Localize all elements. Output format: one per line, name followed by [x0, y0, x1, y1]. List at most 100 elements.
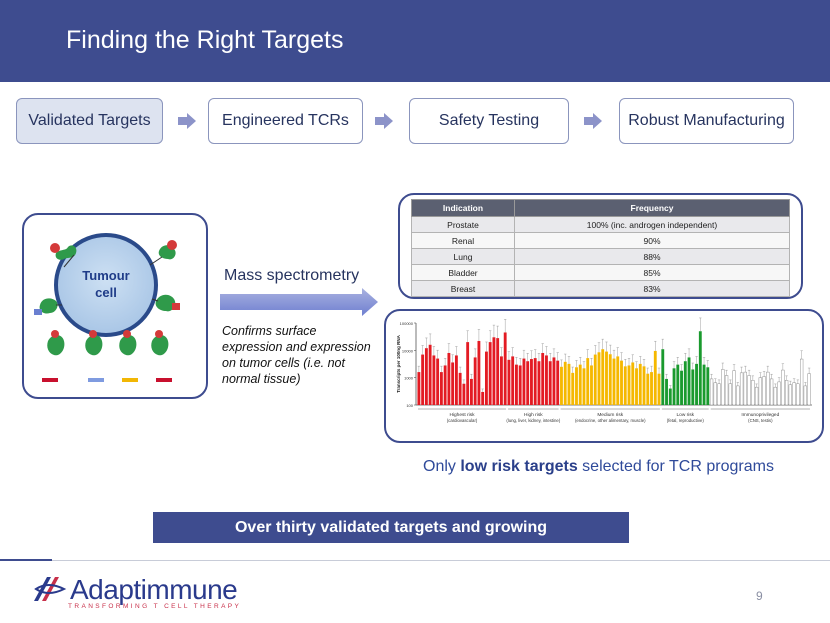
- bar: [683, 361, 687, 405]
- footer-divider-accent: [0, 559, 52, 561]
- step-robust-manufacturing[interactable]: Robust Manufacturing: [619, 98, 794, 144]
- indication-table: Indication Frequency Prostate 100% (inc. …: [411, 199, 790, 297]
- group-sublabel: (fetal, reproductive): [667, 418, 705, 423]
- table-row: Bladder 85%: [411, 264, 790, 281]
- group-sublabel: (lung, liver, kidney, intestine): [506, 418, 560, 423]
- bar: [796, 383, 800, 406]
- peptide-marker: [88, 378, 104, 382]
- frequency-cell: 100% (inc. androgen independent): [514, 216, 790, 233]
- bar: [638, 363, 642, 405]
- mass-spec-description: Confirms surface expression and expressi…: [222, 324, 371, 386]
- arrow-right-icon: [178, 113, 196, 129]
- bar: [432, 355, 436, 405]
- bar: [462, 383, 466, 405]
- table-row: Lung 88%: [411, 248, 790, 265]
- bar: [473, 357, 477, 405]
- indication-cell: Bladder: [411, 264, 515, 281]
- y-tick-label: 10000: [402, 348, 414, 353]
- bar: [578, 364, 582, 405]
- frequency-cell: 90%: [514, 232, 790, 249]
- bar: [575, 367, 578, 405]
- bar: [653, 350, 657, 405]
- group-label: Highest risk: [449, 412, 475, 418]
- bar: [541, 352, 545, 405]
- bar: [439, 372, 443, 405]
- bar: [597, 352, 601, 405]
- table-row: Breast 83%: [411, 280, 790, 297]
- bar: [582, 368, 586, 405]
- bar: [590, 365, 593, 405]
- table-row: Renal 90%: [411, 232, 790, 249]
- step-validated-targets[interactable]: Validated Targets: [16, 98, 163, 144]
- frequency-cell: 85%: [514, 264, 790, 281]
- group-sublabel: (CNS, testis): [748, 418, 773, 423]
- bar: [469, 378, 473, 405]
- bar: [709, 378, 714, 406]
- step-engineered-tcrs[interactable]: Engineered TCRs: [208, 98, 363, 144]
- caption-bold: low risk targets: [460, 458, 578, 475]
- bar: [623, 366, 627, 405]
- protein-icon: [85, 330, 104, 382]
- bar: [799, 358, 804, 406]
- tumour-cell-illustration: Tumour cell: [34, 233, 180, 382]
- bar: [507, 359, 511, 405]
- bar: [676, 364, 680, 405]
- bar: [545, 355, 548, 405]
- step-safety-testing[interactable]: Safety Testing: [409, 98, 569, 144]
- bar: [605, 351, 608, 405]
- bar: [747, 375, 751, 406]
- bar: [454, 355, 458, 405]
- protein-icon: [50, 243, 77, 268]
- title-bar: Finding the Right Targets: [0, 0, 830, 82]
- arrow-right-icon: [375, 113, 393, 129]
- logo-tagline: TRANSFORMING T CELL THERAPY: [68, 603, 242, 610]
- bar: [724, 375, 729, 406]
- bar: [751, 380, 755, 406]
- bar: [668, 388, 672, 405]
- bar: [586, 358, 590, 405]
- bar: [728, 383, 732, 406]
- group-label: Immunoprivileged: [741, 412, 779, 418]
- column-header: Frequency: [514, 199, 790, 217]
- bar: [518, 365, 522, 405]
- y-tick-label: 100: [406, 403, 413, 408]
- bar: [548, 361, 552, 405]
- tumour-cell-panel: Tumour cell: [22, 213, 208, 399]
- bar: [511, 356, 515, 405]
- big-arrow-right-icon: [220, 288, 378, 316]
- indication-cell: Lung: [411, 248, 515, 265]
- table-header-row: Indication Frequency: [411, 199, 790, 217]
- bar: [503, 332, 507, 405]
- y-axis-label: Transcripts per 100ng RNA: [396, 334, 401, 393]
- bar: [687, 357, 691, 405]
- bar: [522, 358, 526, 405]
- bar: [736, 385, 740, 406]
- logo-wordmark: Adaptimmune: [70, 574, 238, 605]
- group-label: Low risk: [676, 412, 694, 418]
- protein-icon: [151, 330, 172, 382]
- group-sublabel: (endocrine, other alimentary, muscle): [575, 418, 646, 423]
- bar: [593, 354, 597, 405]
- peptide-marker: [42, 378, 58, 382]
- bar: [608, 354, 612, 405]
- group-sublabel: (cardiovascular): [447, 418, 478, 423]
- bar: [721, 369, 725, 406]
- protein-icon: [149, 240, 177, 266]
- arrow-right-icon: [584, 113, 602, 129]
- footer-divider: [52, 560, 830, 561]
- bar: [702, 364, 706, 405]
- bar: [458, 372, 462, 405]
- table-row: Prostate 100% (inc. androgen independent): [411, 216, 790, 233]
- mass-spectrometry-label: Mass spectrometry: [224, 267, 360, 284]
- caption: Only low risk targets selected for TCR p…: [423, 458, 774, 476]
- bar: [661, 349, 665, 405]
- bar: [552, 357, 556, 405]
- bar: [443, 365, 447, 405]
- bar: [620, 360, 623, 405]
- bar: [665, 378, 668, 405]
- cell-label-line1: Tumour: [82, 268, 129, 283]
- bar: [424, 348, 428, 405]
- bar: [807, 373, 811, 406]
- protein-icon: [151, 294, 180, 312]
- indication-cell: Breast: [411, 280, 515, 297]
